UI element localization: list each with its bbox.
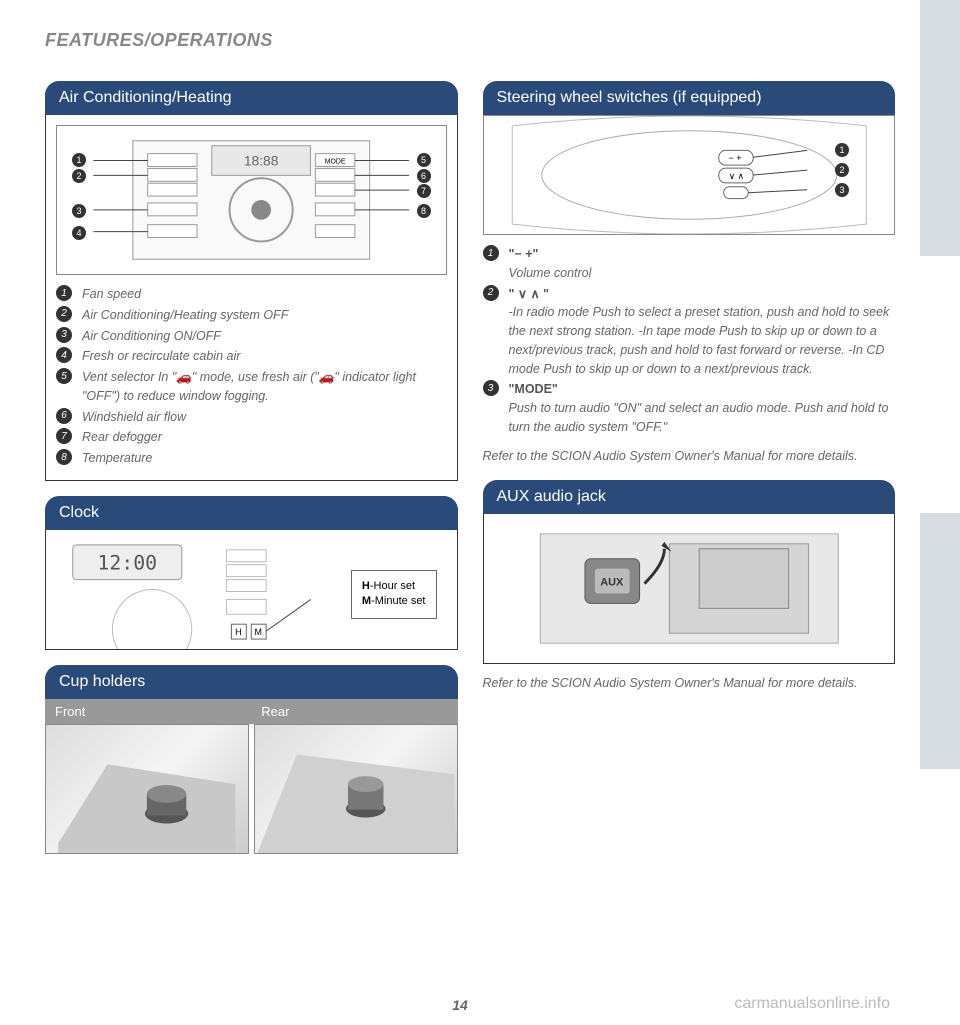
ac-marker-2: 2 (72, 169, 86, 183)
manual-page: FEATURES/OPERATIONS Air Conditioning/Hea… (0, 0, 920, 1025)
ac-item: 5Vent selector In "🚗" mode, use fresh ai… (56, 368, 447, 406)
steer-item: 2 " ∨ ∧ "-In radio mode Push to select a… (483, 285, 896, 379)
num-icon: 7 (56, 428, 72, 444)
watermark: carmanualsonline.info (734, 995, 890, 1013)
side-tab (920, 256, 960, 512)
steer-item: 3 "MODE"Push to turn audio "ON" and sele… (483, 380, 896, 436)
num-icon: 3 (56, 327, 72, 343)
svg-text:MODE: MODE (325, 158, 346, 165)
aux-header: AUX audio jack (483, 480, 896, 514)
ac-svg: 18:88 MODE (57, 126, 446, 274)
num-icon: 4 (56, 347, 72, 363)
ac-marker-1: 1 (72, 153, 86, 167)
num-icon: 6 (56, 408, 72, 424)
steering-diagram: − + ∨ ∧ 1 2 3 (483, 115, 896, 235)
cup-images (45, 724, 458, 854)
ac-marker-7: 7 (417, 184, 431, 198)
ac-marker-4: 4 (72, 226, 86, 240)
ac-body: 18:88 MODE (45, 115, 458, 481)
clock-callout: H-Hour set M-Minute set (351, 570, 437, 619)
cup-panel: Cup holders Front Rear (45, 665, 458, 854)
num-icon: 1 (56, 285, 72, 301)
clock-diagram: 12:00 H M H-Hour set M-Min (45, 530, 458, 650)
svg-text:M: M (254, 627, 261, 637)
steer-item: 1 "− +"Volume control (483, 245, 896, 283)
num-icon: 2 (483, 285, 499, 301)
clock-panel: Clock 12:00 H M (45, 496, 458, 650)
ac-header: Air Conditioning/Heating (45, 81, 458, 115)
ac-marker-6: 6 (417, 169, 431, 183)
aux-panel: AUX audio jack AUX Refer to the SCION Au… (483, 480, 896, 693)
steer-marker-2: 2 (835, 163, 849, 177)
left-column: Air Conditioning/Heating 18:88 (45, 81, 458, 869)
steering-feature-list: 1 "− +"Volume control 2 " ∨ ∧ "-In radio… (483, 245, 896, 437)
ac-marker-5: 5 (417, 153, 431, 167)
ac-item: 1Fan speed (56, 285, 447, 304)
ac-item: 3Air Conditioning ON/OFF (56, 327, 447, 346)
aux-ref: Refer to the SCION Audio System Owner's … (483, 674, 896, 693)
steer-marker-1: 1 (835, 143, 849, 157)
num-icon: 3 (483, 380, 499, 396)
side-tab (920, 769, 960, 1025)
num-icon: 8 (56, 449, 72, 465)
clock-header: Clock (45, 496, 458, 530)
content-columns: Air Conditioning/Heating 18:88 (45, 81, 895, 869)
steering-header: Steering wheel switches (if equipped) (483, 81, 896, 115)
num-icon: 5 (56, 368, 72, 384)
ac-display: 18:88 (244, 152, 279, 168)
right-column: Steering wheel switches (if equipped) − … (483, 81, 896, 869)
svg-text:H: H (235, 627, 241, 637)
cup-front-image (45, 724, 249, 854)
ac-diagram: 18:88 MODE (56, 125, 447, 275)
cup-rear-image (254, 724, 458, 854)
cup-subheader: Front Rear (45, 699, 458, 724)
num-icon: 1 (483, 245, 499, 261)
aux-diagram: AUX (483, 514, 896, 664)
page-number: 14 (452, 997, 468, 1013)
steer-marker-3: 3 (835, 183, 849, 197)
front-label: Front (45, 699, 251, 724)
num-icon: 2 (56, 306, 72, 322)
ac-feature-list: 1Fan speed 2Air Conditioning/Heating sys… (56, 285, 447, 468)
ac-item: 6Windshield air flow (56, 408, 447, 427)
side-tabs (920, 0, 960, 1025)
steering-panel: Steering wheel switches (if equipped) − … (483, 81, 896, 465)
aux-svg: AUX (484, 514, 895, 663)
side-tab (920, 0, 960, 256)
ac-marker-8: 8 (417, 204, 431, 218)
steering-svg: − + ∨ ∧ (484, 116, 895, 234)
ac-item: 2Air Conditioning/Heating system OFF (56, 306, 447, 325)
ac-panel: Air Conditioning/Heating 18:88 (45, 81, 458, 481)
rear-label: Rear (251, 699, 457, 724)
steering-body: − + ∨ ∧ 1 2 3 (483, 115, 896, 465)
svg-text:∨ ∧: ∨ ∧ (728, 171, 743, 181)
clock-display: 12:00 (97, 551, 157, 574)
ac-item: 7Rear defogger (56, 428, 447, 447)
ac-item: 8Temperature (56, 449, 447, 468)
cup-header: Cup holders (45, 665, 458, 699)
svg-text:− +: − + (728, 153, 741, 163)
ac-marker-3: 3 (72, 204, 86, 218)
aux-label: AUX (600, 577, 624, 589)
side-tab (920, 513, 960, 769)
page-title: FEATURES/OPERATIONS (45, 30, 895, 51)
steering-ref: Refer to the SCION Audio System Owner's … (483, 447, 896, 466)
ac-item: 4Fresh or recirculate cabin air (56, 347, 447, 366)
